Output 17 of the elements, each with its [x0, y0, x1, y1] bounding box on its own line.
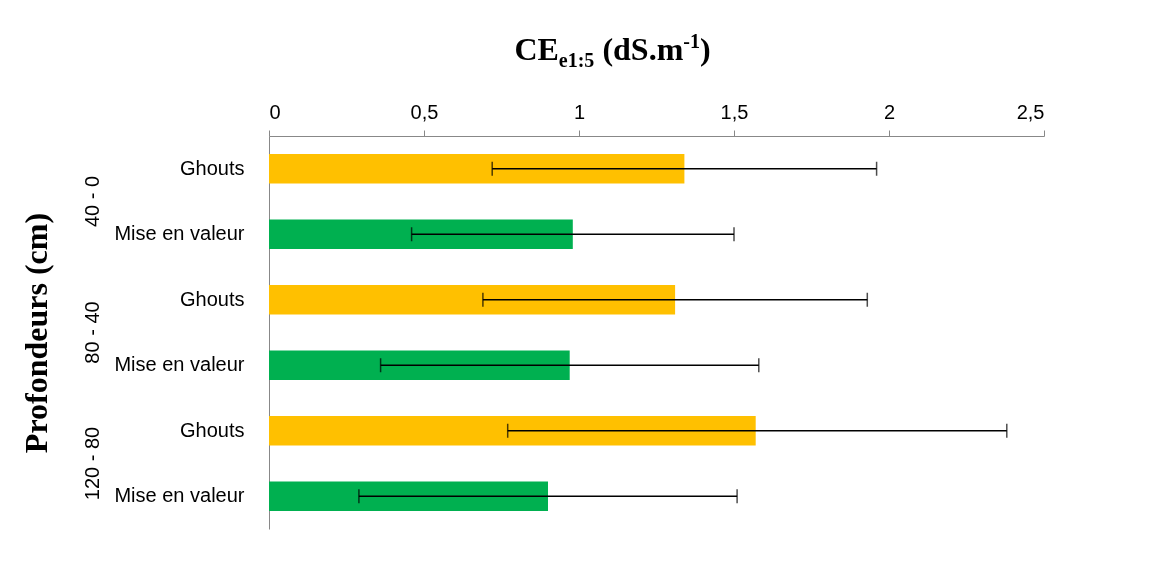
- y-axis-title: Profondeurs (cm): [17, 212, 54, 454]
- x-tick-label: 0,5: [410, 100, 439, 123]
- x-tick-label: 0: [269, 100, 281, 123]
- chart-title: CE$_{e1:5}$ (dS.m$^{-1}$): [513, 30, 712, 73]
- y-tick-label: Ghouts: [180, 418, 245, 441]
- y-tick-label: Mise en valeur: [114, 222, 245, 245]
- x-tick-label: 1,5: [720, 100, 749, 123]
- text: 80 - 40: [81, 301, 103, 364]
- y-tick-label: Mise en valeur: [114, 484, 245, 507]
- y-tick-label: Ghouts: [180, 156, 245, 179]
- x-tick-label: 2: [883, 100, 896, 123]
- text: 40 - 0: [81, 175, 103, 228]
- x-tick-label: 2,5: [1016, 100, 1045, 123]
- y-tick-label: Ghouts: [180, 287, 245, 310]
- x-tick-label: 1: [573, 100, 586, 123]
- y-tick-label: Mise en valeur: [114, 353, 245, 376]
- text: 120 - 80: [81, 426, 103, 501]
